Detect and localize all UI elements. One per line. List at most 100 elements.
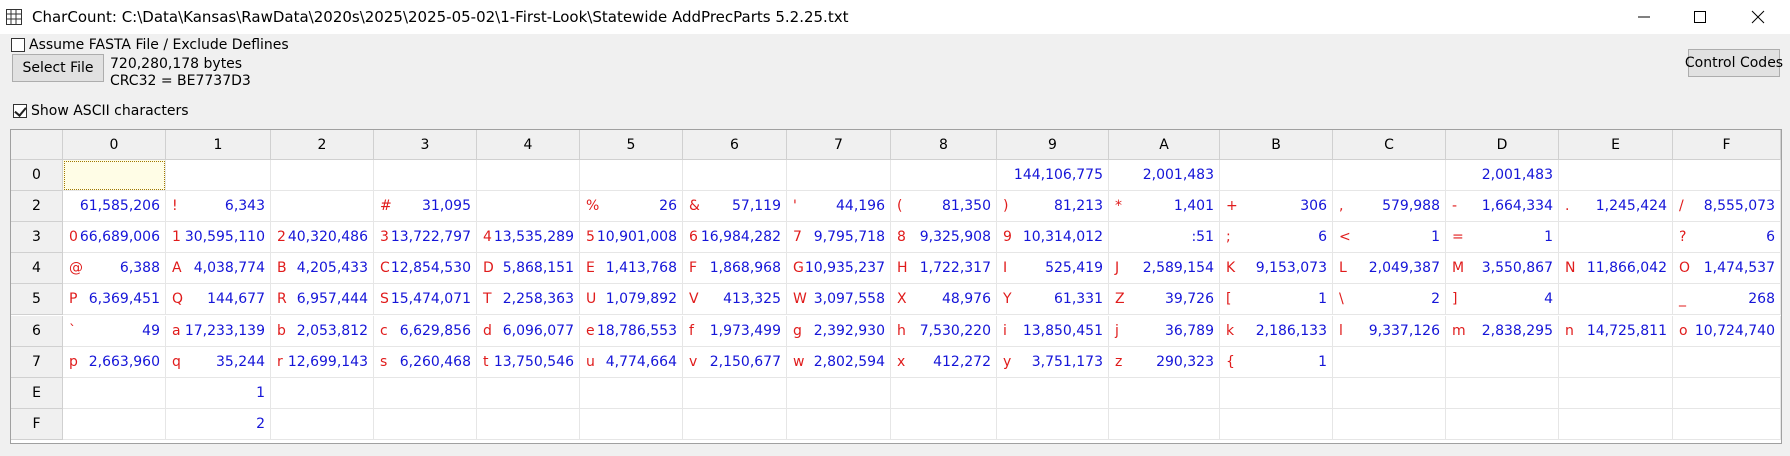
char-count-grid[interactable]: 0 1 2 3 4 5 6 7 8 9 A B C D E F 0 144,106,775 2,001,483 2,0… — [10, 129, 1782, 444]
grid-cell[interactable] — [477, 191, 580, 223]
row-header[interactable]: 6 — [11, 315, 63, 347]
grid-cell[interactable]: #31,095 — [374, 191, 477, 223]
row-header[interactable]: 3 — [11, 222, 63, 254]
grid-cell[interactable] — [1673, 408, 1781, 440]
grid-cell[interactable] — [271, 160, 374, 192]
grid-cell[interactable]: M 3,550,867 — [1446, 253, 1559, 285]
grid-cell[interactable]: % 26 — [580, 191, 683, 223]
grid-cell[interactable]: 9 10,314,012 — [997, 222, 1109, 254]
grid-cell[interactable]: / 8,555,073 — [1673, 191, 1781, 223]
grid-cell[interactable] — [683, 408, 787, 440]
grid-cell[interactable]: 2 — [166, 408, 271, 440]
grid-cell[interactable]: 5 10,901,008 — [580, 222, 683, 254]
row-header[interactable]: 0 — [11, 160, 63, 192]
grid-cell[interactable] — [580, 408, 683, 440]
grid-cell[interactable]: - 1,664,334 — [1446, 191, 1559, 223]
row-header[interactable]: 4 — [11, 253, 63, 285]
grid-cell[interactable]: = 1 — [1446, 222, 1559, 254]
grid-cell[interactable] — [271, 191, 374, 223]
grid-cell[interactable]: I 525,419 — [997, 253, 1109, 285]
show-ascii-checkbox[interactable] — [13, 104, 27, 118]
grid-cell[interactable]: ] 4 — [1446, 284, 1559, 316]
grid-cell[interactable]: u 4,774,664 — [580, 346, 683, 378]
select-file-button[interactable]: Select File — [12, 54, 104, 82]
grid-cell[interactable]: \ 2 — [1333, 284, 1446, 316]
grid-cell[interactable]: H 1,722,317 — [891, 253, 997, 285]
grid-cell[interactable]: Z 39,726 — [1109, 284, 1220, 316]
grid-cell[interactable]: n 14,725,811 — [1559, 315, 1673, 347]
grid-cell[interactable] — [1220, 377, 1333, 409]
column-header[interactable]: 5 — [580, 130, 683, 160]
grid-cell[interactable]: +306 — [1220, 191, 1333, 223]
column-header[interactable]: 8 — [891, 130, 997, 160]
grid-cell[interactable]: t 13,750,546 — [477, 346, 580, 378]
grid-cell[interactable]: y 3,751,173 — [997, 346, 1109, 378]
grid-cell[interactable]: P 6,369,451 — [63, 284, 166, 316]
column-header[interactable]: C — [1333, 130, 1446, 160]
grid-cell[interactable] — [477, 408, 580, 440]
grid-cell[interactable]: T 2,258,363 — [477, 284, 580, 316]
row-header[interactable]: 2 — [11, 191, 63, 223]
row-header[interactable]: E — [11, 377, 63, 409]
grid-cell[interactable]: ? 6 — [1673, 222, 1781, 254]
grid-cell[interactable]: j 36,789 — [1109, 315, 1220, 347]
grid-cell[interactable]: . 1,245,424 — [1559, 191, 1673, 223]
grid-cell[interactable]: ; 6 — [1220, 222, 1333, 254]
row-header[interactable]: 5 — [11, 284, 63, 316]
grid-cell[interactable]: v 2,150,677 — [683, 346, 787, 378]
grid-cell[interactable]: p 2,663,960 — [63, 346, 166, 378]
minimize-button[interactable] — [1616, 0, 1672, 34]
grid-cell[interactable]: Q 144,677 — [166, 284, 271, 316]
column-header[interactable]: 6 — [683, 130, 787, 160]
grid-cell[interactable] — [63, 377, 166, 409]
grid-cell[interactable] — [166, 160, 271, 192]
grid-cell[interactable] — [1446, 346, 1559, 378]
row-header[interactable]: F — [11, 408, 63, 440]
grid-cell[interactable]: W 3,097,558 — [787, 284, 891, 316]
column-header[interactable]: 4 — [477, 130, 580, 160]
grid-cell[interactable] — [1673, 160, 1781, 192]
grid-cell[interactable] — [374, 408, 477, 440]
column-header[interactable]: E — [1559, 130, 1673, 160]
grid-cell[interactable]: , 579,988 — [1333, 191, 1446, 223]
grid-cell[interactable] — [580, 377, 683, 409]
grid-cell[interactable]: 1 — [166, 377, 271, 409]
grid-cell[interactable] — [271, 408, 374, 440]
row-header[interactable]: 7 — [11, 346, 63, 378]
grid-cell[interactable] — [891, 160, 997, 192]
grid-cell[interactable]: D 5,868,151 — [477, 253, 580, 285]
grid-cell[interactable] — [997, 377, 1109, 409]
grid-cell[interactable] — [477, 377, 580, 409]
grid-cell[interactable]: c 6,629,856 — [374, 315, 477, 347]
maximize-button[interactable] — [1672, 0, 1728, 34]
grid-cell[interactable]: B 4,205,433 — [271, 253, 374, 285]
grid-cell[interactable] — [891, 408, 997, 440]
grid-cell[interactable]: o 10,724,740 — [1673, 315, 1781, 347]
grid-cell[interactable]: V 413,325 — [683, 284, 787, 316]
grid-cell[interactable]: O 1,474,537 — [1673, 253, 1781, 285]
grid-cell[interactable]: E 1,413,768 — [580, 253, 683, 285]
grid-cell[interactable] — [683, 377, 787, 409]
grid-cell[interactable]: 7 9,795,718 — [787, 222, 891, 254]
grid-cell[interactable]: 61,585,206 — [63, 191, 166, 223]
grid-cell[interactable] — [1333, 160, 1446, 192]
column-header[interactable]: 0 — [63, 130, 166, 160]
grid-cell[interactable]: J 2,589,154 — [1109, 253, 1220, 285]
grid-cell[interactable]: R 6,957,444 — [271, 284, 374, 316]
grid-cell[interactable]: x 412,272 — [891, 346, 997, 378]
grid-cell[interactable]: b 2,053,812 — [271, 315, 374, 347]
grid-cell[interactable]: [1 — [1220, 284, 1333, 316]
grid-cell[interactable]: (81,350 — [891, 191, 997, 223]
column-header[interactable]: 9 — [997, 130, 1109, 160]
grid-cell[interactable] — [1559, 160, 1673, 192]
grid-cell[interactable] — [1333, 346, 1446, 378]
grid-cell[interactable] — [1109, 408, 1220, 440]
grid-cell[interactable] — [787, 160, 891, 192]
grid-cell[interactable] — [63, 408, 166, 440]
grid-cell[interactable]: 1 30,595,110 — [166, 222, 271, 254]
grid-cell[interactable]: q 35,244 — [166, 346, 271, 378]
grid-cell[interactable] — [374, 160, 477, 192]
grid-cell[interactable]: i 13,850,451 — [997, 315, 1109, 347]
column-header[interactable]: 7 — [787, 130, 891, 160]
column-header[interactable]: B — [1220, 130, 1333, 160]
